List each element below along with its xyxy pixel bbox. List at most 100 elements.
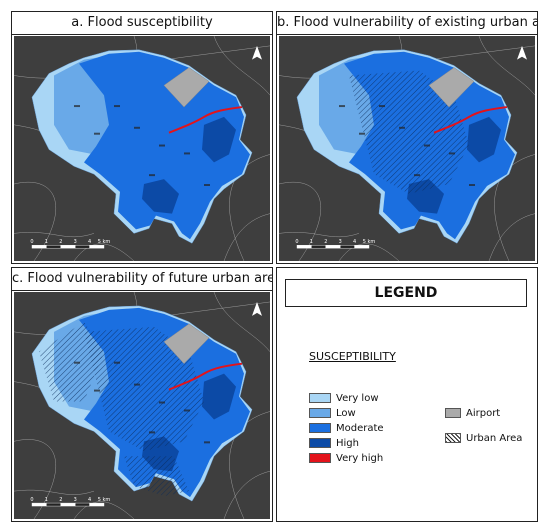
legend-label: Very high xyxy=(336,453,384,464)
map-b: 0 1 2 3 4 5 km xyxy=(279,36,535,261)
scale-bar-segment xyxy=(31,245,47,249)
flood-map-b: 0 1 2 3 4 5 km xyxy=(279,36,535,261)
scale-bar-segment xyxy=(75,245,90,249)
legend-item-very-high: Very high xyxy=(309,453,383,465)
legend-item-airport: Airport xyxy=(445,408,500,420)
place-label-marker xyxy=(134,383,140,386)
legend-label: Low xyxy=(336,408,356,419)
place-label-marker xyxy=(159,401,165,404)
legend-label: Moderate xyxy=(336,423,384,434)
urban-area-hatch xyxy=(84,326,204,452)
road-line xyxy=(494,154,535,261)
panel-title-a: a. Flood susceptibility xyxy=(12,12,272,35)
road-line xyxy=(279,232,360,238)
area-high xyxy=(202,373,236,420)
legend-label: High xyxy=(336,438,359,449)
place-label-marker xyxy=(74,105,80,108)
road-line xyxy=(488,213,535,261)
place-label-marker xyxy=(114,361,120,364)
legend-swatch xyxy=(309,423,331,433)
place-label-marker xyxy=(414,174,420,177)
map-panel-c: c. Flood vulnerability of future urban a… xyxy=(11,267,273,522)
legend-subtitle: SUSCEPTIBILITY xyxy=(309,350,396,363)
scale-tick-label: 1 xyxy=(45,497,48,503)
scale-tick-label: 0 xyxy=(30,497,33,503)
place-label-marker xyxy=(399,126,405,129)
north-arrow-icon xyxy=(252,301,262,316)
place-label-marker xyxy=(114,105,120,108)
place-label-marker xyxy=(149,431,155,434)
scale-bar-segment xyxy=(60,502,76,507)
road-line xyxy=(213,292,270,352)
scale-tick-label: 3 xyxy=(74,239,77,245)
scale-tick-label: 3 xyxy=(339,239,342,245)
place-label-marker xyxy=(134,126,140,129)
scale-tick-label: 5 km xyxy=(98,239,111,245)
scale-tick-label: 2 xyxy=(59,239,62,245)
place-label-marker xyxy=(359,132,365,135)
road-line xyxy=(338,243,400,261)
scale-bar-segment xyxy=(89,502,105,507)
scale-tick-label: 1 xyxy=(45,239,48,245)
map-panel-a: a. Flood susceptibility 0 1 2 3 4 5 km xyxy=(11,11,273,264)
panel-title-b: b. Flood vulnerability of existing urban… xyxy=(277,12,537,35)
road-line xyxy=(213,36,270,96)
urban-area-hatch xyxy=(39,321,104,402)
scale-bar-segment xyxy=(89,245,105,249)
scale-bar-segment xyxy=(340,245,355,249)
legend-swatch xyxy=(309,438,331,448)
scale-bar-segment xyxy=(296,245,312,249)
scale-bar-segment xyxy=(46,502,62,507)
road-line xyxy=(223,470,270,519)
area-very-high xyxy=(168,362,243,391)
area-high xyxy=(467,116,501,163)
legend-item-moderate: Moderate xyxy=(309,423,384,435)
legend-item-low: Low xyxy=(309,408,356,420)
scale-bar-segment xyxy=(311,245,327,249)
road-line xyxy=(14,181,57,261)
scale-tick-label: 3 xyxy=(74,497,77,503)
road-line xyxy=(14,489,95,495)
legend-title: LEGEND xyxy=(285,279,527,307)
airport xyxy=(428,67,475,108)
road-line xyxy=(14,232,95,238)
road-line xyxy=(279,181,322,261)
scale-bar-segment xyxy=(75,502,90,507)
place-label-marker xyxy=(184,152,190,155)
legend-swatch xyxy=(445,433,461,443)
road-line xyxy=(14,439,57,519)
urban-area-hatch xyxy=(124,456,189,497)
place-label-marker xyxy=(379,105,385,108)
place-label-marker xyxy=(449,152,455,155)
scale-tick-label: 4 xyxy=(353,239,356,245)
place-label-marker xyxy=(94,389,100,392)
panel-title-c: c. Flood vulnerability of future urban a… xyxy=(12,268,272,291)
scale-tick-label: 1 xyxy=(310,239,313,245)
legend-label: Very low xyxy=(336,393,379,404)
map-a: 0 1 2 3 4 5 km xyxy=(14,36,270,261)
map-c: 0 1 2 3 4 5 km xyxy=(14,292,270,519)
scale-bar-segment xyxy=(60,245,76,249)
legend-swatch xyxy=(309,393,331,403)
legend-label: Urban Area xyxy=(466,433,523,444)
place-label-marker xyxy=(469,184,475,186)
legend-item-high: High xyxy=(309,438,359,450)
road-line xyxy=(478,36,535,96)
road-line xyxy=(229,411,270,519)
flood-map-a: 0 1 2 3 4 5 km xyxy=(14,36,270,261)
north-arrow-icon xyxy=(517,45,527,60)
scale-bar-segment xyxy=(46,245,62,249)
legend-label: Airport xyxy=(466,408,501,419)
scale-tick-label: 5 km xyxy=(98,497,111,503)
airport xyxy=(163,323,210,365)
place-label-marker xyxy=(204,441,210,444)
scale-tick-label: 2 xyxy=(324,239,327,245)
area-very-high xyxy=(168,106,243,134)
place-label-marker xyxy=(204,184,210,186)
scale-bar-segment xyxy=(31,502,47,507)
place-label-marker xyxy=(184,409,190,412)
scale-bar-segment xyxy=(325,245,341,249)
place-label-marker xyxy=(149,174,155,177)
scale-tick-label: 2 xyxy=(59,497,62,503)
airport xyxy=(163,67,210,108)
